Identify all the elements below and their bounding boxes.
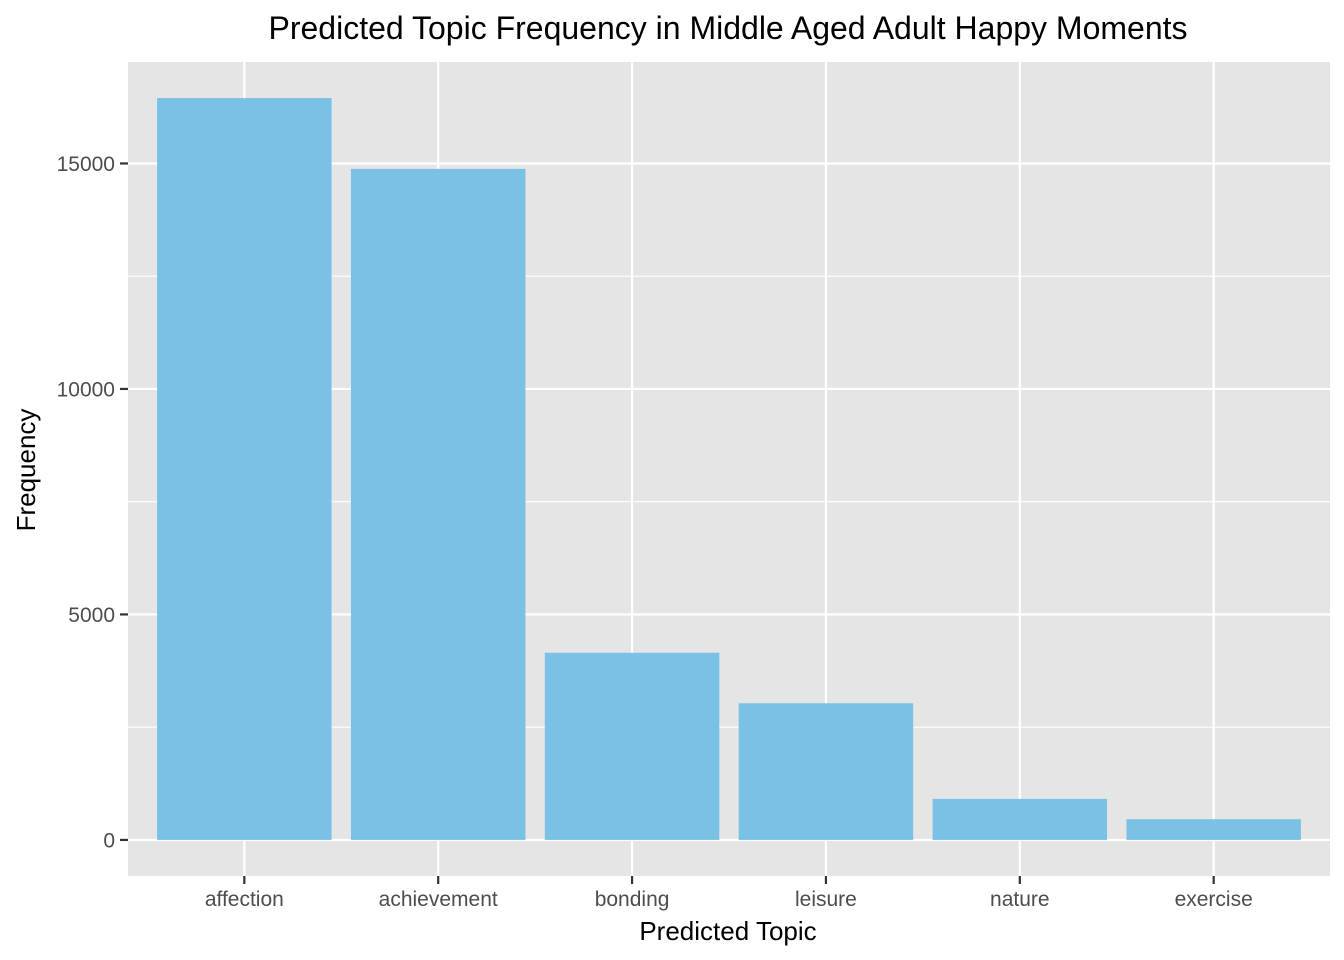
x-tick-label: affection [205, 888, 284, 911]
y-tick-label: 5000 [68, 604, 115, 627]
bar-nature [932, 798, 1108, 840]
x-axis-title: Predicted Topic [639, 916, 816, 946]
bar-achievement [350, 168, 526, 840]
y-tick-label: 15000 [57, 153, 115, 176]
x-tick-label: leisure [795, 888, 857, 911]
x-tick-label: exercise [1175, 888, 1253, 911]
y-tick-label: 10000 [57, 378, 115, 401]
bars [157, 98, 1301, 840]
bar-bonding [544, 652, 720, 840]
bar-exercise [1126, 819, 1301, 840]
y-tick-label: 0 [103, 829, 115, 852]
x-tick-label: achievement [379, 888, 498, 911]
bar-leisure [738, 703, 914, 840]
y-axis: 0 5000 10000 15000 [57, 153, 128, 852]
chart-title: Predicted Topic Frequency in Middle Aged… [268, 10, 1187, 46]
x-tick-label: nature [990, 888, 1050, 911]
x-tick-label: bonding [595, 888, 670, 911]
y-axis-title: Frequency [11, 409, 41, 532]
x-axis: affection achievement bonding leisure nature… [205, 876, 1253, 911]
bar-affection [157, 98, 332, 840]
